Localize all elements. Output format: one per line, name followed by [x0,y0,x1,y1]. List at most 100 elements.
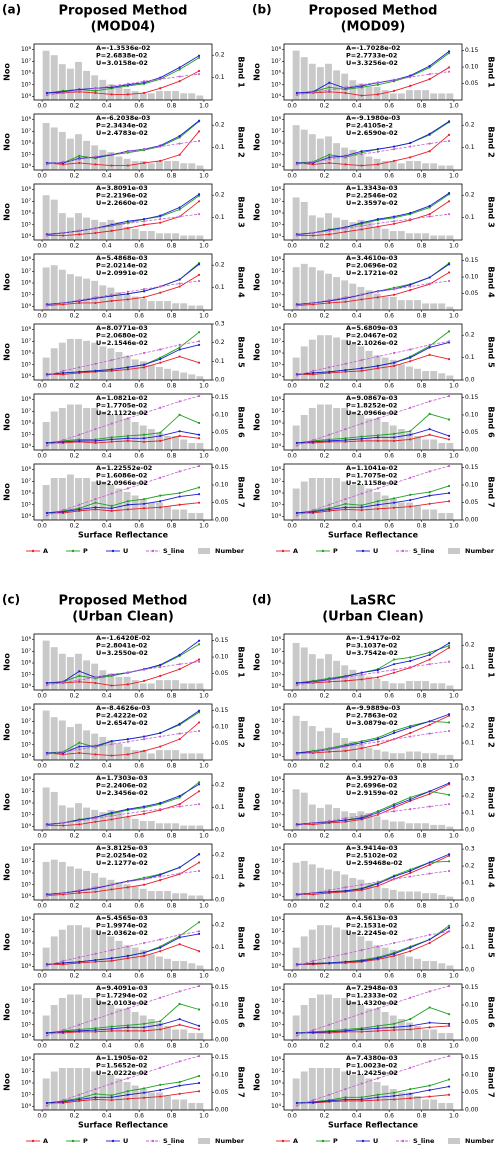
y2-tick-label: 0.3 [215,321,225,328]
y2-tick-label: 0.3 [465,706,475,713]
bar [446,235,454,240]
plot-frame [283,773,463,831]
annotation: A=9.4091e-03 [96,984,148,992]
point [142,91,146,95]
y2-tick-label: 0.15 [215,1054,229,1061]
point [45,511,49,515]
bar [365,883,373,900]
point [295,824,299,827]
bar [196,825,204,830]
point [447,721,451,724]
annotation: P=1.0023e-02 [346,1062,397,1070]
y-axis-label: Noo [3,483,12,501]
series-line [46,1075,200,1104]
bar [438,513,446,520]
point [376,439,379,442]
bar [75,925,82,970]
y-tick-label: 10⁸ [271,1056,282,1063]
bar [42,122,50,170]
annotation: A=1.0821e-02 [96,394,148,402]
point [142,502,146,505]
y-axis-label: Noo [3,793,12,811]
bar [139,821,147,830]
point [110,509,113,512]
x-tick-label: 0.2 [320,313,330,320]
bar [438,303,446,310]
bar [91,481,99,520]
bar [115,940,123,970]
y2-axis-label: Band 3 [237,786,246,817]
point [126,1007,129,1010]
x-tick-label: 1.0 [199,383,209,390]
point [428,861,431,864]
bar [123,746,131,760]
point [94,952,97,955]
point [447,213,451,216]
point [126,487,129,490]
series-line [46,930,200,966]
bar [397,753,405,760]
plot-frame [33,113,213,171]
x-tick-label: 0.4 [102,103,112,110]
bar [50,55,58,100]
bar [196,1033,204,1040]
point [197,193,201,196]
point [94,89,97,92]
point [344,370,347,373]
point [197,1090,201,1093]
point [428,213,431,216]
annotation: P=2.0254e-02 [96,852,147,860]
y-tick-label: 10⁸ [21,256,32,263]
point [409,84,412,87]
bar [300,201,308,240]
bar [446,165,454,170]
bar [115,222,123,240]
bar [333,277,341,310]
plot-frame [33,323,213,381]
point [197,331,201,334]
point [376,163,379,166]
point [360,504,363,507]
plot-frame [283,843,463,901]
point [392,875,396,878]
point [62,369,65,372]
point [159,938,162,941]
y2-tick-label: 0.0 [215,377,225,384]
point [159,214,162,217]
bar [147,93,155,100]
point [78,508,81,511]
y2-tick-label: 0.2 [215,122,225,129]
bar [365,222,373,240]
bar [300,57,308,100]
point [447,263,451,266]
point [197,54,201,57]
plot-frame [33,393,213,451]
point [360,369,363,372]
point [142,668,146,671]
point [392,501,396,504]
point [197,493,201,496]
bar [66,925,74,970]
bar [397,821,405,830]
series-line [296,121,450,164]
point [392,658,396,661]
y2-tick-label: 0.2 [465,642,475,649]
point [78,154,81,157]
bar [308,408,316,450]
point [376,738,379,741]
point [409,285,412,288]
point [447,330,451,333]
y-tick-label: 10⁸ [21,916,32,923]
bar [292,947,300,970]
bar [389,753,397,760]
point [328,678,331,682]
bar [75,404,82,450]
bar [50,478,58,520]
x-tick-label: 0.8 [417,453,427,460]
y-tick-label: 10⁸ [271,396,282,403]
annotation: U=3.3256e-02 [346,59,398,67]
bar [155,1022,163,1040]
point [126,738,129,741]
point [409,656,412,659]
bar [83,998,91,1040]
